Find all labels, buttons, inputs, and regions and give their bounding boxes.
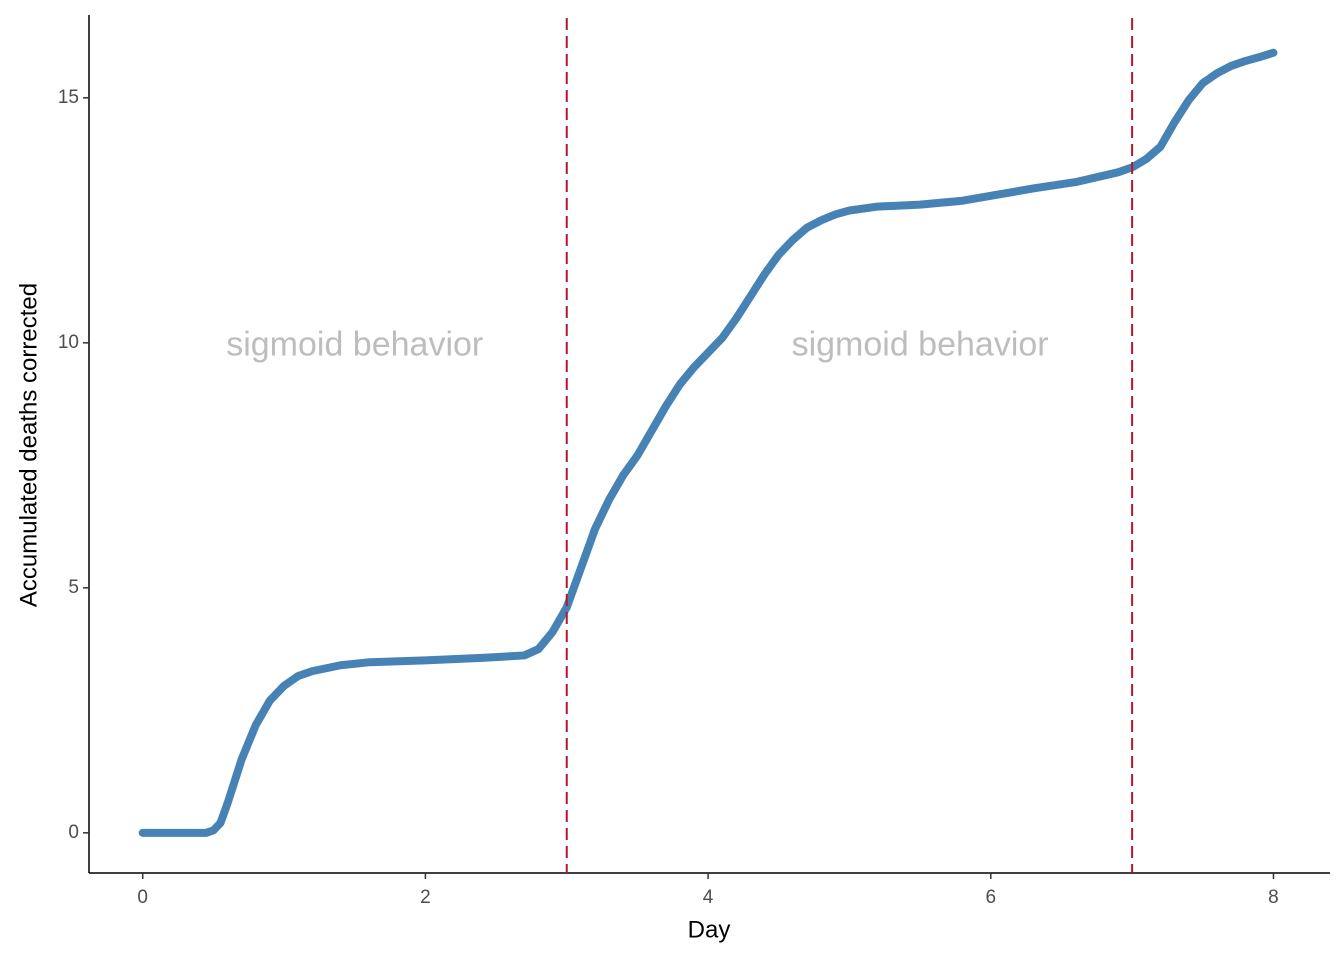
y-tick-label: 15 [58,87,79,108]
x-tick-label: 4 [703,887,714,908]
y-tick-label: 10 [58,332,79,353]
y-tick-label: 5 [68,577,79,598]
annotation: sigmoid behavior [226,326,483,364]
y-axis-label: Accumulated deaths corrected [15,283,42,607]
x-tick-label: 6 [985,887,996,908]
annotation: sigmoid behavior [792,326,1049,364]
y-tick-label: 0 [68,822,79,843]
data-line [138,48,1278,837]
x-tick-label: 2 [420,887,431,908]
x-tick-label: 8 [1268,887,1279,908]
x-axis-label: Day [688,916,731,943]
x-tick-label: 0 [137,887,148,908]
